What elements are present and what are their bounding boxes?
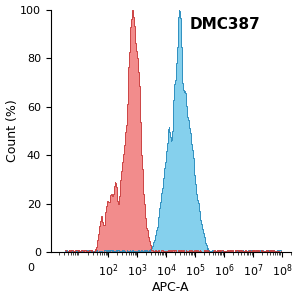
Text: DMC387: DMC387 [190,17,260,32]
Text: 0: 0 [27,263,34,273]
X-axis label: APC-A: APC-A [152,281,189,294]
Y-axis label: Count (%): Count (%) [6,100,18,162]
